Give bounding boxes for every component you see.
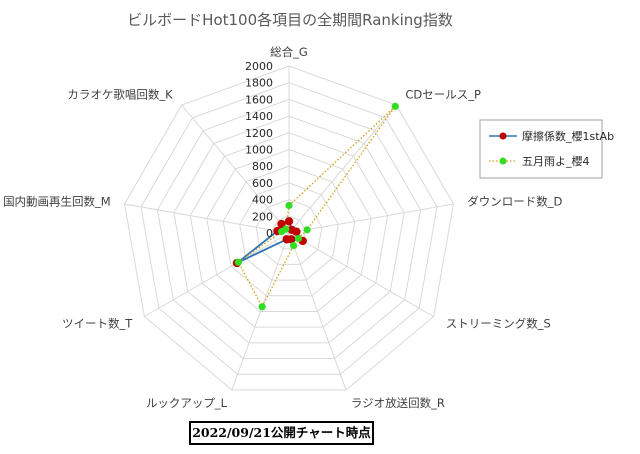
grid-ring — [239, 182, 339, 281]
axis-label: ストリーミング数_S — [446, 317, 551, 331]
data-point-series-2 — [285, 201, 293, 210]
tick-label: 1800 — [245, 77, 273, 90]
grid-ring — [173, 115, 405, 344]
data-point-series-1 — [282, 235, 291, 244]
data-point-series-1 — [277, 219, 286, 229]
tick-label: 1000 — [245, 144, 273, 157]
tick-label: 200 — [252, 210, 273, 223]
grid-spoke — [288, 203, 454, 234]
grid-ring — [140, 82, 438, 375]
legend: 摩擦係数_櫻1stAb 五月雨よ_櫻4 — [479, 119, 614, 179]
legend-marker-series-2 — [499, 157, 507, 165]
chart-title: ビルボードHot100各項目の全期間Ranking指数 — [127, 11, 453, 29]
tick-label: 1200 — [245, 127, 273, 140]
axis-labels: 総合_G CDセールス_P ダウンロード数_D ストリーミング数_S ラジオ放送回数_R… — [3, 45, 562, 410]
grid-ring — [189, 132, 389, 328]
axis-label: カラオケ歌唱回数_K — [67, 87, 173, 101]
tick-label: 400 — [252, 194, 273, 207]
data-point-series-2 — [294, 234, 303, 243]
tick-label: 1400 — [245, 110, 273, 123]
data-point-series-1 — [284, 217, 294, 226]
axis-label: 総合_G — [270, 45, 308, 59]
legend-box — [479, 119, 603, 179]
tick-label: 1600 — [245, 93, 273, 106]
grid-ring — [124, 65, 454, 391]
data-point-series-2 — [303, 226, 311, 234]
grid-spoke — [124, 203, 290, 234]
data-series — [232, 102, 399, 311]
axis-label: ツイート数_T — [62, 317, 133, 331]
grid-ring — [156, 98, 422, 360]
axis-label: ダウンロード数_D — [467, 195, 562, 209]
axis-label: 国内動画再生回数_M — [3, 195, 111, 209]
tick-label: 2000 — [245, 60, 273, 73]
legend-label-series-1: 摩擦係数_櫻1stAb — [522, 129, 614, 143]
legend-label-series-2: 五月雨よ_櫻4 — [522, 154, 590, 168]
data-point-series-2 — [282, 225, 290, 233]
series-line-2 — [237, 105, 396, 308]
legend-marker-series-1 — [499, 132, 507, 140]
tick-label: 800 — [252, 160, 273, 173]
grid-ring — [206, 148, 372, 312]
grid-ring — [255, 199, 323, 265]
radial-tick-labels: 0 200 400 600 800 1000 1200 1400 1600 1800 2000 — [245, 60, 273, 240]
grid-ring — [222, 165, 356, 297]
tick-label: 600 — [252, 177, 273, 190]
tick-label: 0 — [266, 227, 273, 240]
grid-spoke — [288, 232, 434, 317]
axis-label: ルックアップ_L — [146, 396, 228, 410]
data-point-series-2 — [234, 258, 242, 266]
grid-spoke — [288, 104, 397, 234]
grid-ring — [272, 215, 306, 250]
data-point-series-1 — [292, 227, 301, 236]
grid-spoke — [288, 232, 347, 391]
grid-spoke — [231, 232, 290, 391]
grid-spoke — [144, 232, 290, 317]
data-point-series-2 — [258, 303, 266, 311]
data-point-series-2 — [391, 102, 399, 110]
axis-label: ラジオ放送回数_R — [351, 396, 445, 410]
chart-date-note: 2022/09/21公開チャート時点 — [189, 421, 374, 445]
data-point-series-2 — [289, 241, 298, 250]
grid-spoke — [181, 104, 290, 234]
axis-label: CDセールス_P — [405, 87, 481, 101]
